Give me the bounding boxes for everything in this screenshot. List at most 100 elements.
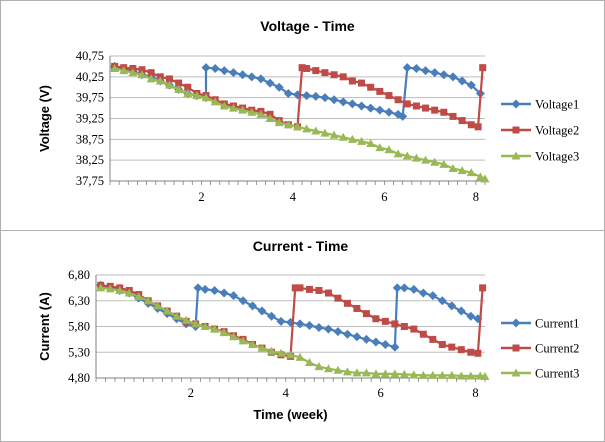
current-series-1 <box>96 280 483 352</box>
voltage-y-tick-label: 40,75 <box>76 49 104 63</box>
current-data-point <box>134 292 144 301</box>
voltage-data-point <box>375 143 385 152</box>
voltage-legend-item: Voltage3 <box>501 150 579 164</box>
current-data-point <box>238 296 248 306</box>
current-data-point <box>193 283 203 293</box>
voltage-data-point <box>357 101 367 111</box>
current-data-point <box>457 346 465 354</box>
current-data-point <box>324 289 332 297</box>
voltage-data-point <box>457 76 467 86</box>
voltage-data-point <box>265 78 275 88</box>
voltage-data-point <box>302 124 312 133</box>
current-data-point <box>448 343 456 351</box>
voltage-data-point <box>165 75 173 83</box>
current-x-tick-label: 6 <box>378 386 384 400</box>
current-x-tick-label: 2 <box>188 386 194 400</box>
voltage-y-axis-title: Voltage (V) <box>37 85 52 152</box>
current-x-tick-label: 8 <box>472 386 478 400</box>
voltage-legend-marker <box>512 126 520 134</box>
current-data-point <box>456 306 466 316</box>
voltage-data-point <box>480 174 490 183</box>
voltage-data-point <box>411 64 421 73</box>
voltage-legend-marker <box>511 99 521 109</box>
current-data-point <box>467 348 475 356</box>
current-data-point <box>181 315 191 324</box>
current-x-tick-label: 4 <box>283 386 290 400</box>
current-data-point <box>304 320 314 330</box>
voltage-data-point <box>457 166 467 175</box>
voltage-data-point <box>412 102 420 110</box>
current-data-point <box>438 341 446 349</box>
voltage-data-point <box>466 80 476 90</box>
current-data-point <box>286 350 295 359</box>
voltage-data-point <box>302 91 312 101</box>
voltage-data-point <box>421 155 431 164</box>
voltage-data-point <box>184 83 192 91</box>
current-chart: Current - Time 4,80 5,30 5,80 6,30 6,80 2 4 6 8 Cu… <box>37 238 579 422</box>
voltage-legend-marker <box>511 151 521 160</box>
voltage-data-point <box>430 68 440 78</box>
voltage-data-point <box>128 68 138 77</box>
current-data-point <box>380 340 390 350</box>
voltage-series-3 <box>110 64 490 183</box>
current-data-point <box>391 320 399 328</box>
current-data-point <box>191 319 201 328</box>
voltage-data-point <box>403 100 411 108</box>
current-data-point <box>315 286 323 294</box>
voltage-data-point <box>119 66 129 75</box>
voltage-data-point <box>439 70 449 80</box>
current-y-tick-label: 5,80 <box>68 320 90 334</box>
current-data-point <box>437 296 447 306</box>
voltage-data-point <box>448 72 458 82</box>
current-data-point <box>257 343 267 352</box>
voltage-data-point <box>256 74 266 84</box>
voltage-y-tick-label: 38,25 <box>76 153 104 167</box>
current-legend-label: Current1 <box>535 317 579 331</box>
voltage-data-point <box>339 73 347 81</box>
current-data-point <box>323 324 333 334</box>
current-legend-label: Current2 <box>535 342 579 356</box>
voltage-y-tick-label: 39,75 <box>76 91 104 105</box>
voltage-data-point <box>312 67 320 75</box>
voltage-y-tick-label: 40,25 <box>76 70 104 84</box>
voltage-data-point <box>385 92 393 100</box>
voltage-data-point <box>375 105 385 115</box>
voltage-data-point <box>247 72 257 82</box>
current-data-point <box>380 369 390 378</box>
current-data-point <box>219 288 229 298</box>
voltage-series-1 <box>110 61 485 121</box>
voltage-data-point <box>247 107 257 116</box>
voltage-data-point <box>256 109 266 118</box>
current-data-point <box>295 352 305 361</box>
current-data-point <box>371 369 381 378</box>
current-data-point <box>429 335 437 343</box>
voltage-data-point <box>274 82 284 92</box>
current-data-point <box>362 310 370 318</box>
current-data-point <box>342 367 352 376</box>
current-x-axis-title: Time (week) <box>253 407 327 422</box>
voltage-data-point <box>175 79 183 87</box>
current-data-point <box>248 340 258 349</box>
current-data-point <box>276 348 286 357</box>
current-data-point <box>361 334 371 344</box>
current-data-point <box>479 284 487 292</box>
voltage-data-point <box>164 80 174 89</box>
voltage-data-point <box>347 99 357 109</box>
current-data-point <box>352 368 362 377</box>
voltage-data-point <box>411 153 421 162</box>
current-data-point <box>418 288 428 298</box>
current-data-point <box>200 322 210 330</box>
current-legend-marker <box>511 318 521 328</box>
voltage-data-point <box>155 76 165 85</box>
current-legend-marker <box>511 368 521 377</box>
current-data-point <box>466 311 476 321</box>
current-data-point <box>371 337 381 347</box>
voltage-data-point <box>210 97 220 106</box>
voltage-data-point <box>358 79 366 87</box>
current-y-tick-label: 6,30 <box>68 294 90 308</box>
voltage-data-point <box>393 149 403 158</box>
voltage-data-point <box>311 126 321 135</box>
voltage-data-point <box>384 145 394 154</box>
voltage-data-point <box>283 120 293 129</box>
current-data-point <box>342 329 352 339</box>
